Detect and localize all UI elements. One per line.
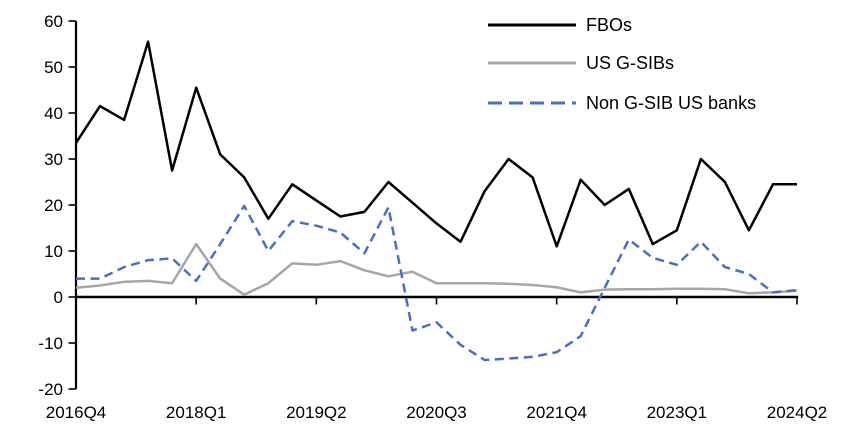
x-tick-label: 2019Q2 xyxy=(286,403,347,422)
y-tick-label: 10 xyxy=(44,242,63,261)
y-tick-label: -20 xyxy=(38,380,63,399)
x-tick-label: 2021Q4 xyxy=(526,403,587,422)
x-tick-label: 2020Q3 xyxy=(406,403,467,422)
x-tick-label: 2024Q2 xyxy=(767,403,828,422)
y-tick-label: -10 xyxy=(38,334,63,353)
y-tick-label: 0 xyxy=(54,288,63,307)
y-tick-label: 30 xyxy=(44,150,63,169)
axes: 60 50 40 30 20 10 0 -10 -20 2016Q4 2018Q1 2019Q2 202… xyxy=(38,12,827,422)
legend-label-non-gsib: Non G-SIB US banks xyxy=(586,93,756,113)
series-line-1 xyxy=(75,242,798,296)
legend: FBOs US G-SIBs Non G-SIB US banks xyxy=(488,15,756,113)
series-line-2 xyxy=(76,204,798,362)
y-tick-label: 50 xyxy=(44,58,63,77)
legend-label-fbos: FBOs xyxy=(586,15,632,35)
legend-label-us-gsibs: US G-SIBs xyxy=(586,53,674,73)
x-tick-label: 2018Q1 xyxy=(166,403,227,422)
series-lines xyxy=(74,40,798,362)
x-tick-label: 2023Q1 xyxy=(647,403,708,422)
y-tick-label: 20 xyxy=(44,196,63,215)
y-tick-label: 60 xyxy=(44,12,63,31)
y-tick-label: 40 xyxy=(44,104,63,123)
series-line-0 xyxy=(74,40,797,248)
x-tick-label: 2016Q4 xyxy=(46,403,107,422)
